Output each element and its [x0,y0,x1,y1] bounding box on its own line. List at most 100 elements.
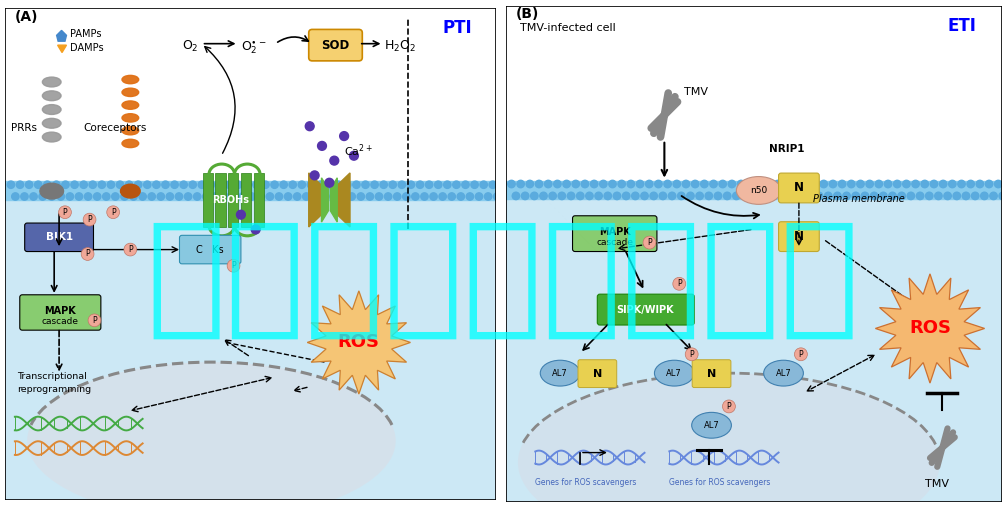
Circle shape [253,181,260,188]
Text: TMV: TMV [684,87,708,97]
Ellipse shape [42,118,61,128]
Circle shape [866,180,873,188]
FancyBboxPatch shape [309,29,363,61]
Circle shape [879,192,887,200]
Circle shape [522,192,529,200]
Circle shape [12,193,19,200]
Circle shape [389,181,397,188]
Circle shape [221,193,229,200]
Circle shape [857,180,864,188]
Text: AL7: AL7 [704,421,719,430]
Bar [506,179,1002,502]
Circle shape [367,193,374,200]
Circle shape [692,180,699,188]
Circle shape [25,181,33,188]
Circle shape [508,180,516,188]
Circle shape [839,180,846,188]
Circle shape [722,400,735,413]
Circle shape [302,193,310,200]
Circle shape [953,192,961,200]
Circle shape [339,132,348,141]
Text: n50: n50 [750,186,767,195]
Circle shape [719,180,726,188]
Circle shape [202,193,209,200]
Text: (A): (A) [15,10,38,23]
Circle shape [70,181,79,188]
FancyBboxPatch shape [778,221,820,251]
Circle shape [940,180,947,188]
Circle shape [489,181,496,188]
FancyBboxPatch shape [778,173,820,203]
Text: ROS: ROS [338,333,380,352]
Circle shape [175,193,182,200]
Text: Genes for ROS scavengers: Genes for ROS scavengers [536,478,636,487]
Circle shape [349,151,358,160]
Circle shape [275,193,283,200]
Circle shape [825,192,832,200]
Text: H$_2$O$_2$: H$_2$O$_2$ [385,39,417,54]
Circle shape [581,180,589,188]
Text: N: N [794,230,804,243]
Circle shape [636,180,643,188]
Text: PRRs: PRRs [11,123,37,133]
Circle shape [58,206,71,218]
Circle shape [733,192,740,200]
Circle shape [21,193,28,200]
Circle shape [7,181,15,188]
Circle shape [870,192,878,200]
Text: TMV-infected cell: TMV-infected cell [521,22,616,33]
Circle shape [572,180,579,188]
Circle shape [705,192,713,200]
FancyBboxPatch shape [20,295,101,330]
Circle shape [701,180,708,188]
Circle shape [599,180,607,188]
Circle shape [710,180,717,188]
Circle shape [884,180,892,188]
Circle shape [103,193,110,200]
Circle shape [144,181,151,188]
Circle shape [549,192,557,200]
Circle shape [217,181,224,188]
Bar [506,180,1002,200]
Circle shape [999,192,1006,200]
Circle shape [121,193,128,200]
Circle shape [554,180,561,188]
Circle shape [660,192,667,200]
Circle shape [48,193,55,200]
Circle shape [230,193,238,200]
Circle shape [513,192,520,200]
Ellipse shape [541,360,580,386]
Text: Transcriptional: Transcriptional [17,372,87,382]
Text: N: N [593,369,602,378]
Circle shape [371,181,379,188]
FancyBboxPatch shape [578,360,616,388]
Ellipse shape [122,75,139,84]
Circle shape [875,180,882,188]
Circle shape [778,192,786,200]
Circle shape [135,181,142,188]
Circle shape [235,181,242,188]
Circle shape [683,180,690,188]
Circle shape [139,193,146,200]
Circle shape [567,192,575,200]
Ellipse shape [763,360,804,386]
Text: N: N [707,369,716,378]
Circle shape [148,193,155,200]
FancyBboxPatch shape [692,360,731,388]
Circle shape [493,193,500,200]
Circle shape [94,193,101,200]
Circle shape [769,192,776,200]
Circle shape [248,193,256,200]
Ellipse shape [121,184,140,198]
Circle shape [852,192,860,200]
Text: PAMPs: PAMPs [69,29,102,39]
Circle shape [536,180,543,188]
Text: reprogramming: reprogramming [17,385,92,394]
Circle shape [622,192,629,200]
Circle shape [930,180,938,188]
Circle shape [673,277,686,290]
Circle shape [760,192,767,200]
Circle shape [723,192,731,200]
Text: P: P [677,279,682,288]
Bar [229,173,239,227]
